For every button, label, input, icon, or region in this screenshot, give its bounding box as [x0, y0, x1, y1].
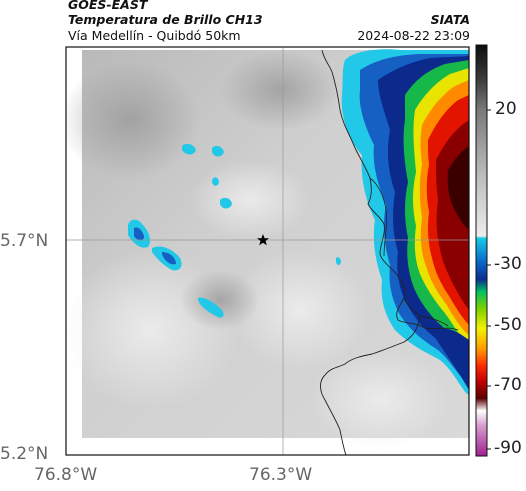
colorbar-tick-label: -30	[494, 254, 522, 274]
colorbar	[475, 44, 488, 457]
star-icon	[257, 234, 269, 246]
colorbar-tick-label: -90	[494, 438, 522, 458]
colorbar-tick-label: -50	[494, 315, 522, 335]
region-label: Vía Medellín - Quibdó 50km	[68, 28, 241, 43]
colorbar-tick-label: 20	[495, 99, 517, 119]
cold-cell	[198, 297, 224, 318]
coastline	[321, 49, 449, 327]
satellite-title: GOES-EAST	[68, 0, 148, 12]
datetime-label: 2024-08-22 23:09	[357, 28, 470, 43]
product-title: Temperatura de Brillo CH13	[68, 12, 263, 27]
lon-tick-label: 76.3°W	[249, 465, 313, 485]
cloud-band-core	[447, 146, 469, 230]
lat-tick-label: 5.7°N	[0, 231, 49, 251]
colorbar-tick-label: -70	[494, 375, 522, 395]
lat-tick-label: 5.2°N	[0, 444, 49, 464]
plot-frame	[65, 46, 470, 456]
lon-tick-label: 76.8°W	[34, 465, 98, 485]
source-label: SIATA	[430, 12, 470, 27]
